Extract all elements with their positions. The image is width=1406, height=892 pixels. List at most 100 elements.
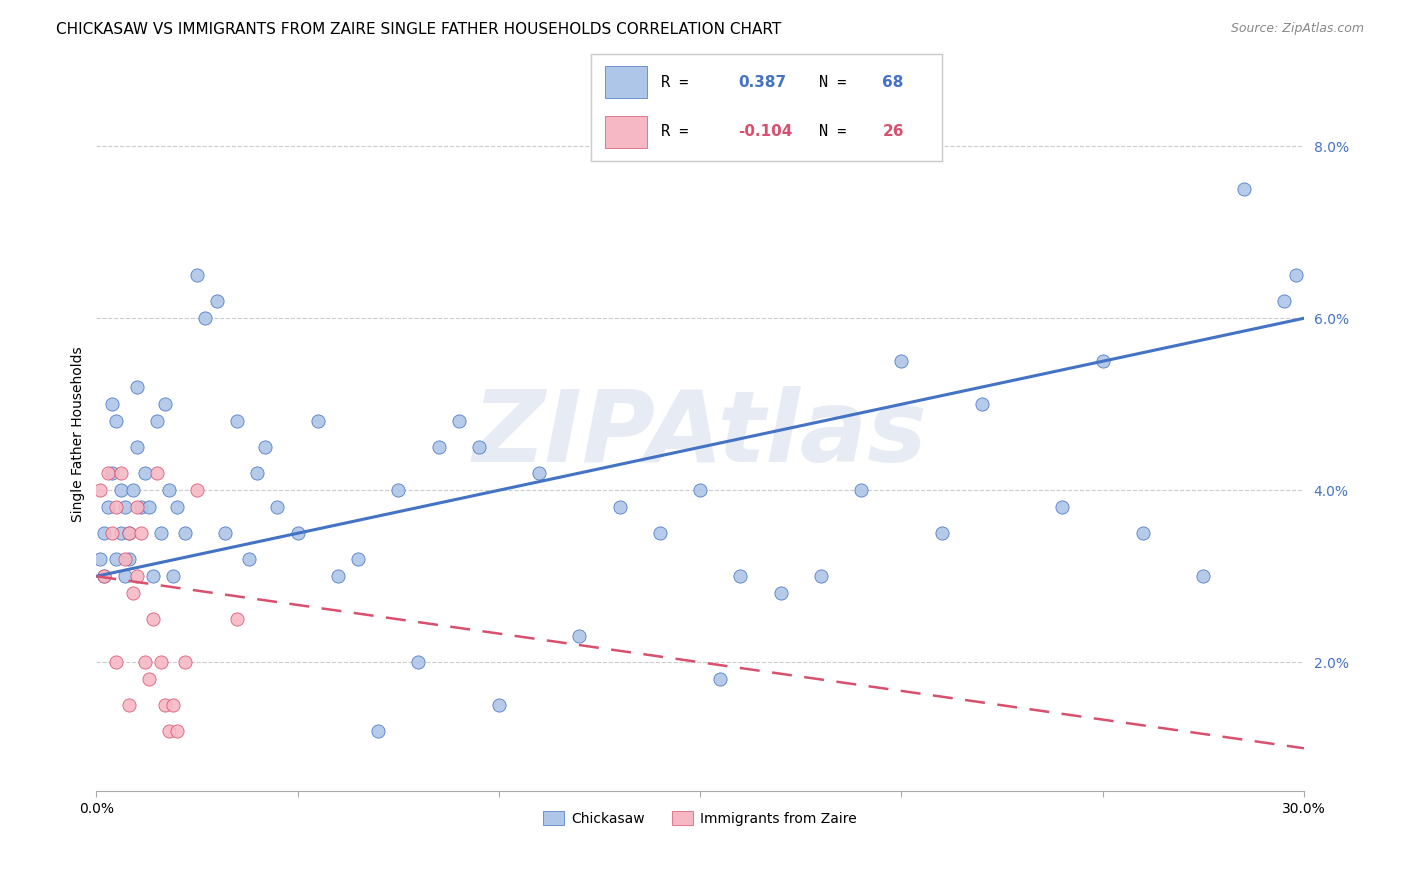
Point bbox=[609, 500, 631, 515]
Point bbox=[134, 466, 156, 480]
Point bbox=[153, 698, 176, 713]
Point bbox=[488, 698, 510, 713]
Point bbox=[105, 414, 128, 428]
Y-axis label: Single Father Households: Single Father Households bbox=[72, 346, 86, 522]
Point bbox=[149, 655, 172, 669]
Point bbox=[157, 724, 180, 739]
Point bbox=[1272, 293, 1295, 308]
Point bbox=[142, 569, 165, 583]
Point bbox=[166, 724, 188, 739]
Point bbox=[101, 397, 124, 411]
Text: 68: 68 bbox=[883, 75, 904, 90]
Point bbox=[114, 569, 136, 583]
Text: CHICKASAW VS IMMIGRANTS FROM ZAIRE SINGLE FATHER HOUSEHOLDS CORRELATION CHART: CHICKASAW VS IMMIGRANTS FROM ZAIRE SINGL… bbox=[56, 22, 782, 37]
Point bbox=[205, 293, 228, 308]
Point bbox=[186, 483, 208, 498]
Point bbox=[730, 569, 752, 583]
Point bbox=[138, 673, 160, 687]
Point bbox=[174, 526, 197, 541]
Point bbox=[246, 466, 269, 480]
Point bbox=[810, 569, 832, 583]
Point bbox=[138, 500, 160, 515]
Point bbox=[287, 526, 309, 541]
Point bbox=[105, 552, 128, 566]
Text: N =: N = bbox=[818, 75, 855, 90]
Point bbox=[568, 630, 591, 644]
Point bbox=[468, 440, 491, 454]
Point bbox=[105, 655, 128, 669]
Text: N =: N = bbox=[818, 124, 855, 139]
Point bbox=[890, 354, 912, 368]
Point bbox=[769, 586, 792, 600]
Point bbox=[254, 440, 277, 454]
Point bbox=[174, 655, 197, 669]
Point bbox=[1052, 500, 1074, 515]
Text: R =: R = bbox=[661, 124, 697, 139]
Legend: Chickasaw, Immigrants from Zaire: Chickasaw, Immigrants from Zaire bbox=[534, 803, 865, 834]
Point bbox=[129, 526, 152, 541]
Point bbox=[149, 526, 172, 541]
Point bbox=[117, 698, 139, 713]
Text: -0.104: -0.104 bbox=[738, 124, 793, 139]
Point bbox=[125, 440, 148, 454]
Point bbox=[145, 414, 167, 428]
Point bbox=[1132, 526, 1154, 541]
Point bbox=[689, 483, 711, 498]
Point bbox=[142, 612, 165, 626]
Text: 26: 26 bbox=[883, 124, 904, 139]
Point bbox=[93, 569, 115, 583]
Point bbox=[194, 311, 217, 326]
Text: Source: ZipAtlas.com: Source: ZipAtlas.com bbox=[1230, 22, 1364, 36]
Point bbox=[226, 612, 249, 626]
Text: 0.387: 0.387 bbox=[738, 75, 786, 90]
Point bbox=[1285, 268, 1308, 283]
Point bbox=[97, 500, 120, 515]
Point bbox=[238, 552, 260, 566]
Point bbox=[970, 397, 993, 411]
Text: ZIPAtlas: ZIPAtlas bbox=[472, 386, 928, 483]
Point bbox=[101, 466, 124, 480]
Point bbox=[89, 483, 111, 498]
Point bbox=[447, 414, 470, 428]
Point bbox=[117, 552, 139, 566]
Point bbox=[408, 655, 430, 669]
Point bbox=[186, 268, 208, 283]
Point bbox=[307, 414, 329, 428]
Point bbox=[125, 380, 148, 394]
Point bbox=[105, 500, 128, 515]
FancyBboxPatch shape bbox=[605, 66, 647, 98]
Point bbox=[117, 526, 139, 541]
Text: R =: R = bbox=[661, 75, 697, 90]
Point bbox=[931, 526, 953, 541]
Point bbox=[93, 526, 115, 541]
Point bbox=[166, 500, 188, 515]
Point bbox=[157, 483, 180, 498]
Point bbox=[93, 569, 115, 583]
Point bbox=[97, 466, 120, 480]
Point bbox=[125, 569, 148, 583]
Point bbox=[129, 500, 152, 515]
Point bbox=[162, 569, 184, 583]
Point bbox=[114, 552, 136, 566]
Point bbox=[427, 440, 450, 454]
Point bbox=[347, 552, 370, 566]
Point bbox=[145, 466, 167, 480]
Point bbox=[367, 724, 389, 739]
Point bbox=[1232, 182, 1254, 196]
Point bbox=[226, 414, 249, 428]
Point bbox=[326, 569, 349, 583]
Point bbox=[527, 466, 550, 480]
Point bbox=[134, 655, 156, 669]
Point bbox=[709, 673, 731, 687]
Point bbox=[648, 526, 671, 541]
Point bbox=[110, 466, 132, 480]
Point bbox=[117, 526, 139, 541]
Point bbox=[125, 500, 148, 515]
Point bbox=[153, 397, 176, 411]
Point bbox=[851, 483, 873, 498]
Point bbox=[110, 526, 132, 541]
Point bbox=[266, 500, 288, 515]
FancyBboxPatch shape bbox=[605, 116, 647, 148]
Point bbox=[1192, 569, 1215, 583]
Point bbox=[121, 586, 143, 600]
